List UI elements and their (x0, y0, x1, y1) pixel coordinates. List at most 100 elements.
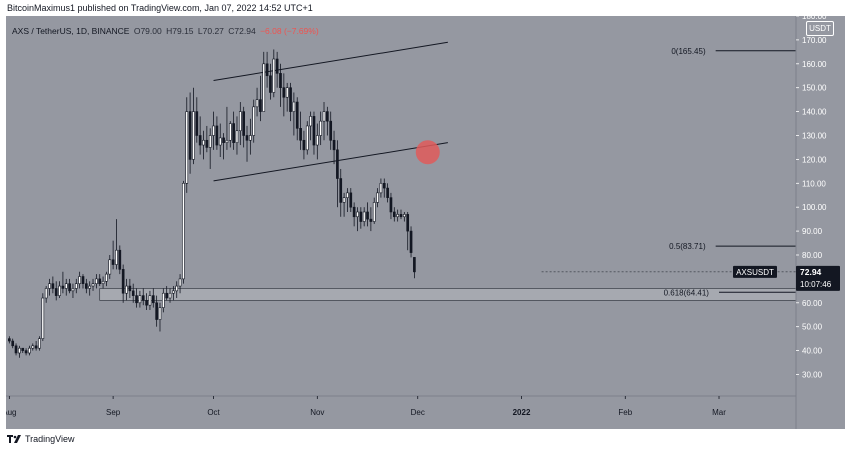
candle[interactable] (202, 130, 205, 160)
channel-lower-line[interactable] (213, 142, 448, 182)
candle[interactable] (252, 99, 256, 143)
candle[interactable] (295, 97, 299, 141)
candle[interactable] (68, 278, 71, 294)
candle[interactable] (413, 257, 416, 279)
candle[interactable] (245, 125, 249, 162)
candle[interactable] (312, 111, 316, 155)
candle[interactable] (121, 264, 125, 303)
candle[interactable] (282, 73, 286, 117)
candle[interactable] (392, 207, 396, 222)
candle[interactable] (91, 278, 95, 291)
candle[interactable] (172, 286, 175, 301)
candle[interactable] (108, 254, 112, 279)
candle[interactable] (205, 125, 209, 153)
candle[interactable] (255, 87, 259, 117)
candle[interactable] (141, 288, 145, 306)
candle[interactable] (262, 51, 266, 112)
candle[interactable] (158, 302, 162, 332)
candle[interactable] (111, 240, 115, 270)
candle[interactable] (155, 295, 158, 327)
candle[interactable] (105, 271, 108, 287)
candle[interactable] (305, 121, 309, 155)
candle[interactable] (31, 343, 35, 351)
candle[interactable] (389, 192, 393, 220)
candle[interactable] (61, 271, 65, 294)
candle[interactable] (238, 102, 242, 146)
candle[interactable] (51, 276, 55, 294)
candle[interactable] (346, 188, 349, 212)
candle[interactable] (115, 219, 118, 270)
candle[interactable] (399, 209, 403, 220)
candle[interactable] (85, 278, 88, 294)
candle[interactable] (48, 278, 51, 296)
candle[interactable] (208, 128, 212, 169)
candle[interactable] (71, 283, 75, 299)
price-tag-symbol-box[interactable] (733, 265, 777, 278)
candle[interactable] (81, 274, 85, 289)
candle[interactable] (386, 183, 389, 203)
candle[interactable] (14, 343, 18, 356)
legend-symbol[interactable]: AXS / TetherUS, 1D, BINANCE (12, 26, 130, 36)
candle[interactable] (372, 197, 376, 224)
candle[interactable] (151, 288, 155, 308)
candle[interactable] (8, 336, 11, 344)
candle[interactable] (336, 140, 339, 208)
candle[interactable] (302, 130, 306, 160)
candle[interactable] (376, 188, 379, 208)
candle[interactable] (218, 123, 222, 158)
candle[interactable] (74, 278, 78, 294)
candle[interactable] (222, 133, 225, 160)
candle[interactable] (225, 106, 229, 150)
candle[interactable] (215, 116, 219, 150)
candle[interactable] (58, 281, 61, 299)
candle[interactable] (249, 118, 252, 155)
candle[interactable] (165, 286, 169, 301)
candle[interactable] (11, 338, 15, 349)
candle[interactable] (101, 276, 105, 289)
candle[interactable] (54, 281, 58, 301)
candle[interactable] (128, 278, 132, 299)
candle[interactable] (175, 281, 179, 299)
candle[interactable] (178, 274, 182, 294)
candle[interactable] (118, 245, 122, 275)
currency-badge[interactable]: USDT (806, 21, 834, 36)
candle[interactable] (125, 278, 128, 301)
candle[interactable] (212, 111, 215, 150)
candle[interactable] (369, 207, 373, 232)
candle[interactable] (382, 178, 386, 198)
candle[interactable] (228, 121, 232, 148)
candle[interactable] (339, 168, 343, 217)
candle[interactable] (185, 97, 189, 193)
candle[interactable] (18, 345, 21, 358)
candle[interactable] (342, 192, 346, 217)
candle[interactable] (319, 111, 322, 146)
candle[interactable] (299, 111, 302, 150)
candle[interactable] (88, 281, 92, 296)
candle[interactable] (322, 102, 326, 141)
channel-upper-line[interactable] (213, 41, 448, 82)
candle[interactable] (332, 130, 336, 165)
candle[interactable] (403, 211, 406, 222)
candle[interactable] (242, 106, 246, 148)
candle[interactable] (192, 87, 195, 165)
candle[interactable] (44, 286, 48, 303)
candle[interactable] (359, 207, 363, 229)
candle[interactable] (38, 336, 41, 351)
candle[interactable] (329, 111, 333, 150)
candle[interactable] (362, 207, 366, 227)
footer-brand[interactable]: TradingView (25, 434, 75, 444)
candle[interactable] (406, 211, 410, 251)
candle[interactable] (161, 288, 165, 313)
candle[interactable] (356, 207, 359, 232)
candle[interactable] (235, 116, 239, 155)
candle[interactable] (98, 274, 102, 287)
candle[interactable] (275, 51, 279, 88)
candle[interactable] (272, 49, 276, 98)
candle[interactable] (148, 290, 152, 310)
candle[interactable] (198, 116, 202, 155)
candle[interactable] (259, 75, 262, 122)
candle[interactable] (34, 341, 38, 351)
candle[interactable] (95, 274, 98, 289)
candle[interactable] (182, 180, 185, 284)
candle[interactable] (188, 92, 192, 174)
